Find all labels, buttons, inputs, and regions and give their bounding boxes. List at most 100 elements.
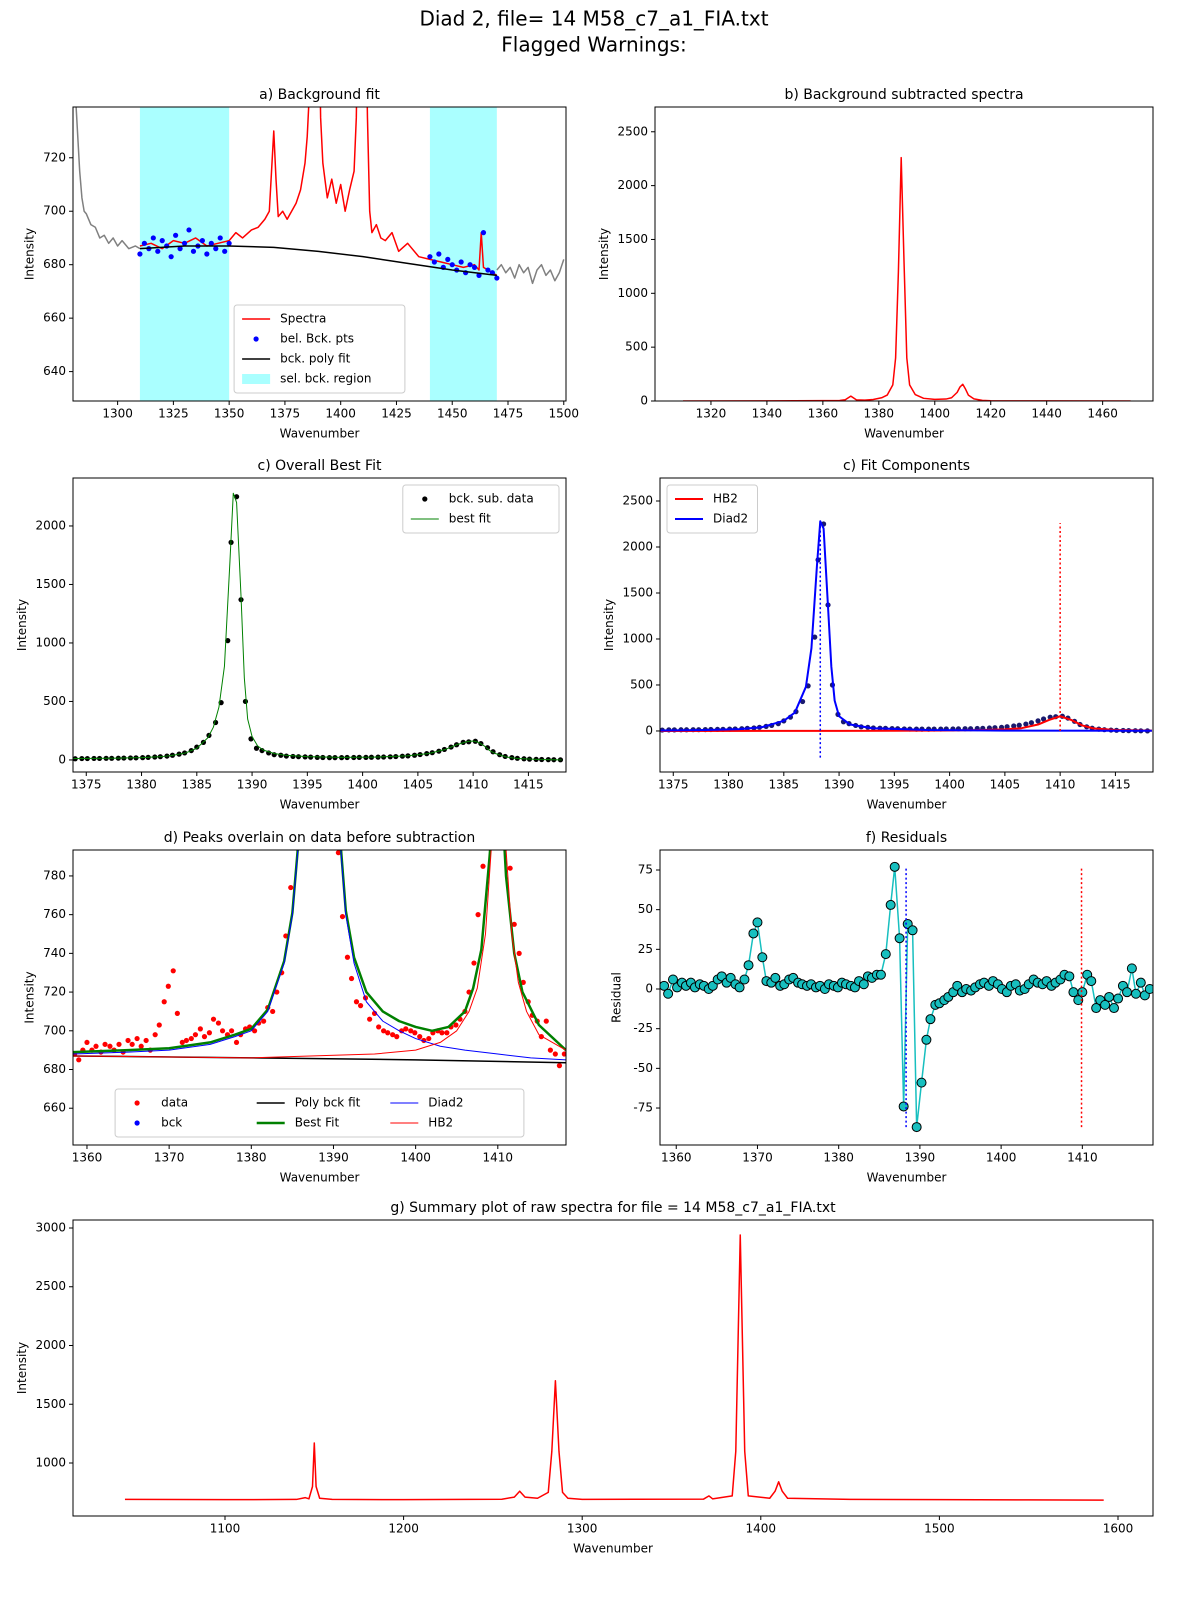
data-point [385, 1030, 391, 1036]
legend-label: Diad2 [713, 512, 748, 526]
legend-swatch [253, 336, 259, 342]
y-tick-label: 2000 [617, 178, 648, 192]
data-point [799, 698, 806, 705]
x-tick-label: 1415 [1100, 778, 1131, 792]
data-point [183, 1037, 189, 1044]
data-point [436, 251, 442, 257]
data-point [770, 972, 781, 983]
y-tick-label: 700 [43, 204, 66, 218]
data-point [885, 899, 896, 910]
y-tick-label: 680 [43, 257, 66, 271]
x-tick-label: 1390 [905, 1151, 936, 1165]
x-tick-label: 1300 [102, 407, 133, 421]
y-tick-label: 0 [58, 752, 66, 766]
plot-area [73, 850, 566, 1069]
data-point [547, 1047, 553, 1053]
plot-area [682, 156, 1131, 401]
data-point [156, 1022, 162, 1028]
y-tick-label: 0 [645, 723, 653, 737]
y-tick-label: 1500 [35, 1397, 66, 1411]
data-point [155, 248, 161, 254]
axes: 1320 1340 1360 1380 1400 1420 1440 1460 0 500 1000… [597, 87, 1154, 441]
x-tick-label: 1400 [325, 407, 356, 421]
data-point [390, 1032, 396, 1038]
data-point [880, 949, 891, 960]
data-point [449, 262, 455, 268]
legend-box [402, 484, 560, 534]
data-point [748, 928, 759, 939]
y-tick-label: 660 [43, 311, 66, 325]
data-point [251, 1028, 258, 1034]
data-point [206, 1030, 212, 1036]
data-point [228, 1028, 235, 1034]
data-point [357, 1003, 364, 1009]
data-point [1004, 724, 1010, 730]
data-point [439, 1030, 445, 1036]
data-point [138, 1043, 144, 1049]
y-tick-label: 75 [638, 862, 653, 876]
legend-label: Spectra [280, 312, 326, 326]
y-axis-label: Intensity [602, 599, 616, 651]
data-point [107, 1043, 113, 1049]
legend-swatch [422, 496, 428, 502]
legend-swatch [134, 1100, 140, 1106]
data-point [217, 235, 223, 241]
legend-box [114, 1088, 525, 1138]
x-tick-label: 1360 [661, 1151, 692, 1165]
y-tick-label: 680 [43, 1062, 66, 1076]
x-tick-label: 1200 [388, 1522, 419, 1536]
x-tick-label: 1370 [154, 1151, 185, 1165]
x-tick-label: 1350 [214, 407, 245, 421]
x-tick-label: 1100 [210, 1522, 241, 1536]
data-point [556, 1063, 563, 1069]
data-point [911, 1122, 922, 1133]
x-axis-label: Wavenumber [280, 798, 360, 812]
x-tick-label: 1380 [823, 1151, 854, 1165]
data-point [290, 753, 296, 760]
data-point [242, 698, 249, 705]
data-point [445, 256, 451, 262]
data-point [1091, 1003, 1102, 1014]
series-line [660, 715, 1152, 732]
data-point [129, 1041, 135, 1047]
series-line [124, 1234, 1104, 1501]
data-point [161, 999, 167, 1005]
data-point [380, 1028, 387, 1034]
data-point [471, 264, 478, 270]
data-point [259, 747, 265, 754]
data-point [367, 1016, 373, 1022]
axes-frame [72, 849, 567, 1146]
data-point [213, 246, 219, 252]
y-tick-label: 2000 [622, 539, 653, 553]
data-point [875, 969, 886, 980]
plot-area [75, 107, 565, 401]
axes-title: c) Overall Best Fit [258, 458, 382, 474]
data-point [134, 1035, 140, 1042]
y-tick-label: 2500 [617, 124, 648, 138]
series-line [75, 107, 565, 285]
y-tick-label: 2500 [622, 493, 653, 507]
data-point [752, 917, 763, 928]
x-tick-label: 1440 [1031, 407, 1062, 421]
legend-label: Diad2 [428, 1096, 463, 1110]
data-point [1126, 963, 1137, 974]
x-tick-label: 1380 [126, 778, 157, 792]
x-tick-label: 1325 [158, 407, 189, 421]
data-point [480, 230, 487, 236]
legend-label: bck. poly fit [280, 352, 351, 366]
data-point [210, 1016, 217, 1022]
y-tick-label: 660 [43, 1101, 66, 1115]
data-point [1104, 991, 1115, 1002]
axes-frame [654, 106, 1154, 402]
y-tick-label: -25 [633, 1021, 653, 1035]
legend-swatch [134, 1120, 140, 1126]
y-tick-label: 1500 [35, 577, 66, 591]
axes-frame [72, 477, 567, 773]
axes: 1300 1325 1350 1375 1400 1425 1450 1475 1500 640 6… [23, 87, 579, 441]
x-tick-label: 1390 [318, 1151, 349, 1165]
data-point [417, 1034, 423, 1040]
x-tick-label: 1450 [437, 407, 468, 421]
x-axis-label: Wavenumber [864, 427, 944, 441]
data-point [348, 975, 355, 982]
